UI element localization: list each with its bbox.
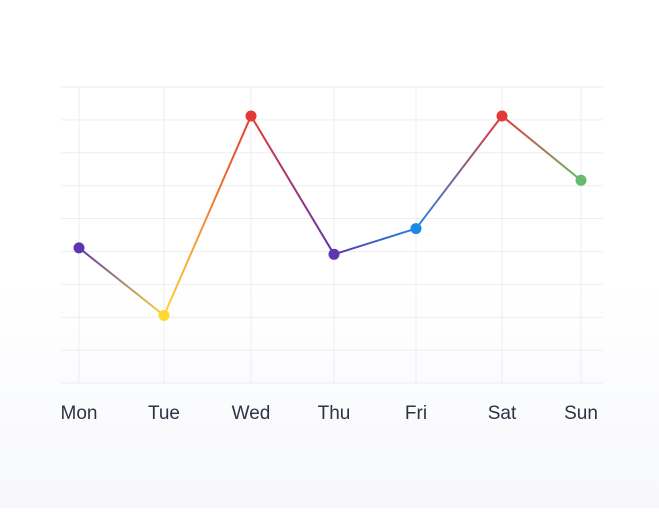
x-tick-label-thu: Thu — [318, 403, 351, 424]
line-segment-sat-sun — [501, 114, 582, 182]
line-segment-thu-fri — [333, 227, 417, 256]
x-tick-label-mon: Mon — [61, 403, 98, 424]
data-point-mon[interactable] — [73, 242, 85, 254]
data-point-wed[interactable] — [245, 110, 257, 122]
x-tick-label-wed: Wed — [232, 403, 271, 424]
data-point-sun[interactable] — [575, 174, 587, 186]
x-tick-label-tue: Tue — [148, 403, 180, 424]
x-tick-label-fri: Fri — [405, 403, 427, 424]
x-tick-label-sun: Sun — [564, 403, 598, 424]
data-point-sat[interactable] — [496, 110, 508, 122]
line-segment-tue-wed — [163, 114, 252, 317]
line-segment-wed-thu — [250, 114, 335, 256]
line-segment-fri-sat — [415, 114, 503, 230]
series-points — [73, 110, 587, 321]
x-axis-tick-labels: Mon Tue Wed Thu Fri Sat Sun — [61, 403, 598, 424]
series-line — [78, 114, 582, 317]
line-segment-mon-tue — [78, 246, 165, 317]
data-point-tue[interactable] — [158, 309, 170, 321]
data-point-thu[interactable] — [328, 248, 340, 260]
data-point-fri[interactable] — [410, 223, 422, 235]
x-tick-label-sat: Sat — [488, 403, 517, 424]
